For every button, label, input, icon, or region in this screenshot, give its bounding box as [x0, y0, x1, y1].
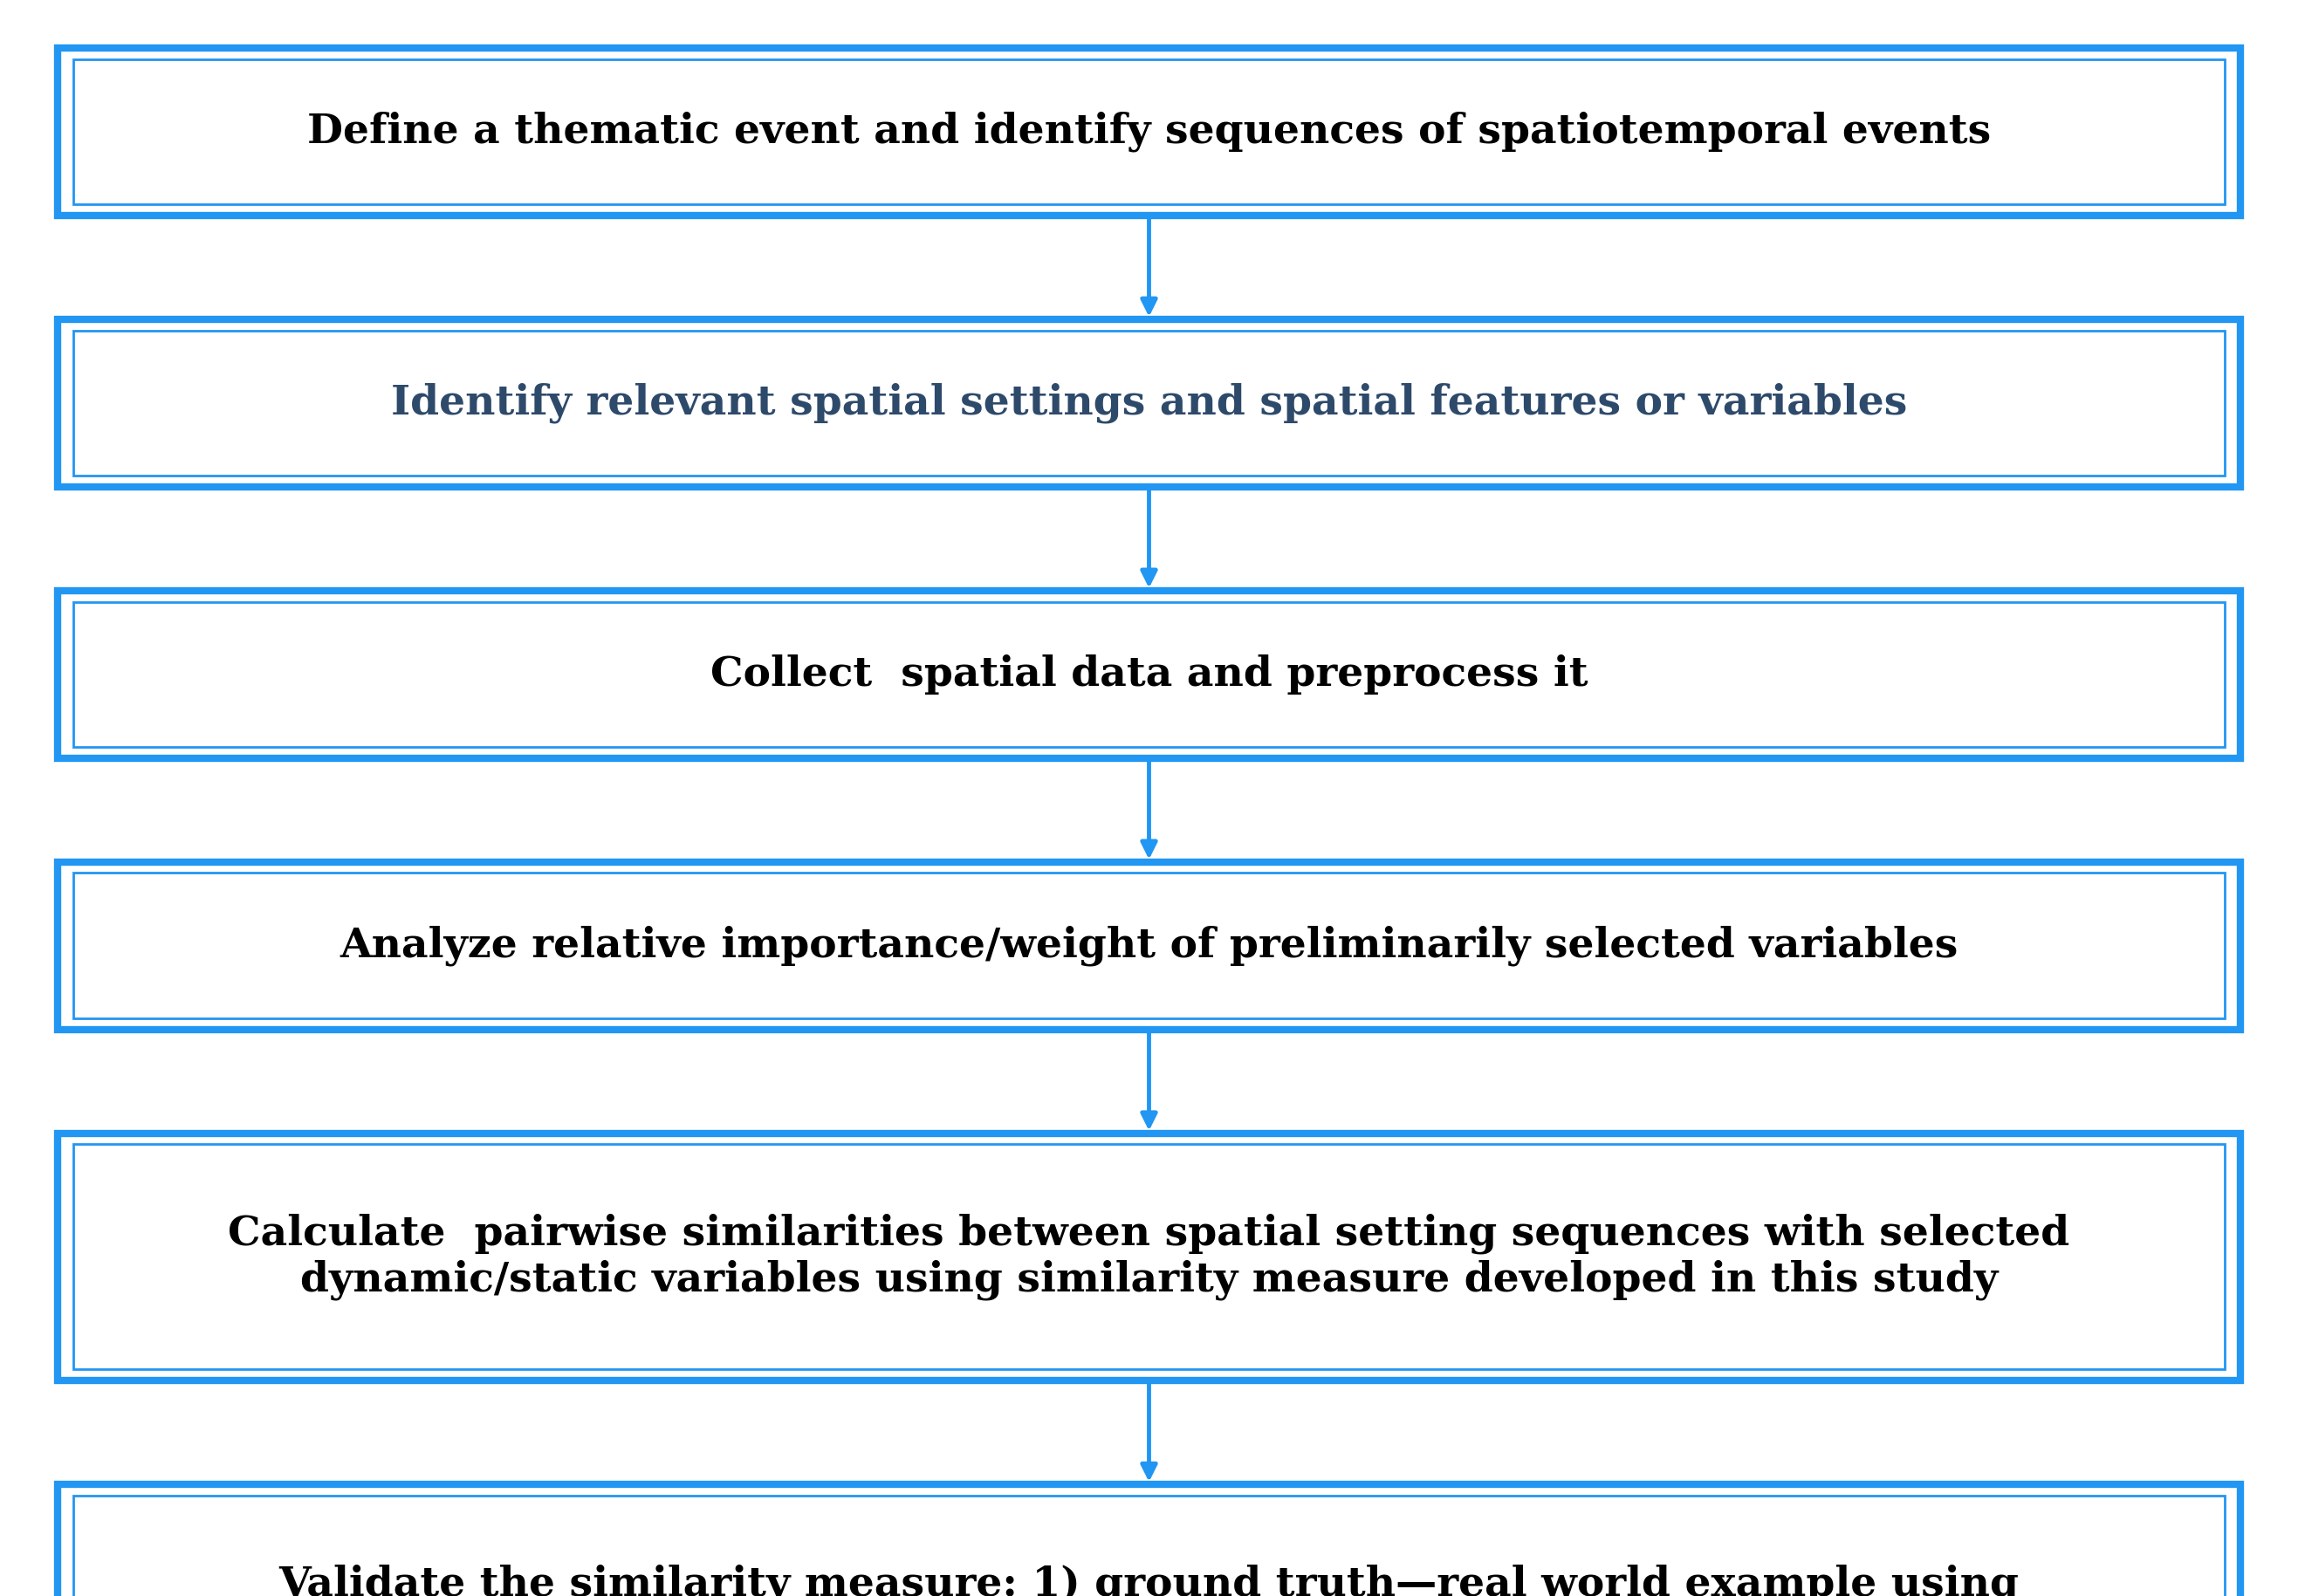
FancyBboxPatch shape	[57, 1484, 2241, 1596]
Text: Analyze relative importance/weight of preliminarily selected variables: Analyze relative importance/weight of pr…	[340, 926, 1958, 966]
Text: Collect  spatial data and preprocess it: Collect spatial data and preprocess it	[710, 654, 1588, 694]
Text: Validate the similarity measure: 1) ground truth—real world example using
cluste: Validate the similarity measure: 1) grou…	[278, 1564, 2020, 1596]
Text: Identify relevant spatial settings and spatial features or variables: Identify relevant spatial settings and s…	[391, 383, 1907, 423]
FancyBboxPatch shape	[57, 591, 2241, 758]
Text: Calculate  pairwise similarities between spatial setting sequences with selected: Calculate pairwise similarities between …	[228, 1213, 2070, 1301]
FancyBboxPatch shape	[57, 319, 2241, 487]
FancyBboxPatch shape	[57, 862, 2241, 1029]
Text: Define a thematic event and identify sequences of spatiotemporal events: Define a thematic event and identify seq…	[308, 112, 1990, 152]
FancyBboxPatch shape	[57, 48, 2241, 215]
FancyBboxPatch shape	[57, 1133, 2241, 1381]
